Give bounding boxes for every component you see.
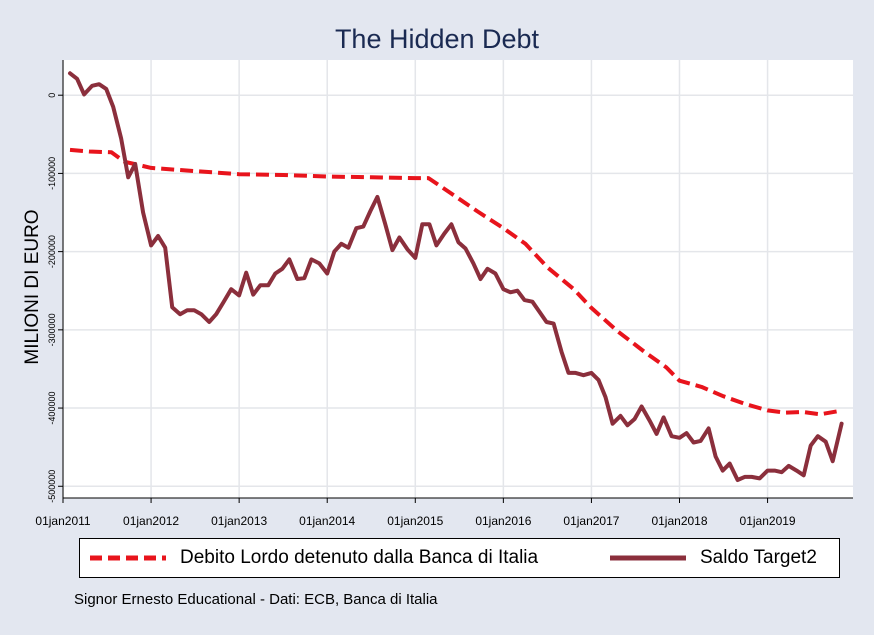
legend: Debito Lordo detenuto dalla Banca di Ita… xyxy=(79,538,840,578)
legend-swatch-target2 xyxy=(610,555,686,561)
x-tick-label: 01jan2011 xyxy=(35,514,90,528)
y-axis-label: MILIONI DI EURO xyxy=(22,209,43,365)
y-tick-label: -100000 xyxy=(47,157,57,190)
series-layer xyxy=(68,71,844,482)
x-tick-label: 01jan2017 xyxy=(563,514,619,528)
y-tick-label: -200000 xyxy=(47,235,57,268)
x-tick-label: 01jan2013 xyxy=(211,514,267,528)
legend-label-target2: Saldo Target2 xyxy=(700,547,817,568)
x-tick-label: 01jan2016 xyxy=(475,514,531,528)
legend-item-target2: Saldo Target2 xyxy=(608,539,817,577)
series-line-debito xyxy=(69,147,843,417)
tick-layer: 0 -100000 -200000 -300000 -400000 -500000 01ja… xyxy=(35,93,796,528)
plot-area xyxy=(63,60,853,498)
chart-caption: Signor Ernesto Educational - Dati: ECB, … xyxy=(74,591,438,608)
chart-title: The Hidden Debt xyxy=(334,24,540,54)
y-tick-label: -400000 xyxy=(47,392,57,425)
x-tick-label: 01jan2018 xyxy=(651,514,707,528)
x-tick-label: 01jan2014 xyxy=(299,514,355,528)
x-tick-label: 01jan2015 xyxy=(387,514,443,528)
series-line-target2 xyxy=(68,71,844,482)
x-tick-label: 01jan2012 xyxy=(123,514,179,528)
legend-label-debito: Debito Lordo detenuto dalla Banca di Ita… xyxy=(180,547,539,568)
y-tick-label: -500000 xyxy=(47,470,57,503)
y-tick-label: 0 xyxy=(47,93,57,98)
y-tick-label: -300000 xyxy=(47,313,57,346)
legend-swatch-debito xyxy=(90,555,166,561)
legend-item-debito: Debito Lordo detenuto dalla Banca di Ita… xyxy=(88,539,538,577)
x-tick-label: 01jan2019 xyxy=(740,514,796,528)
